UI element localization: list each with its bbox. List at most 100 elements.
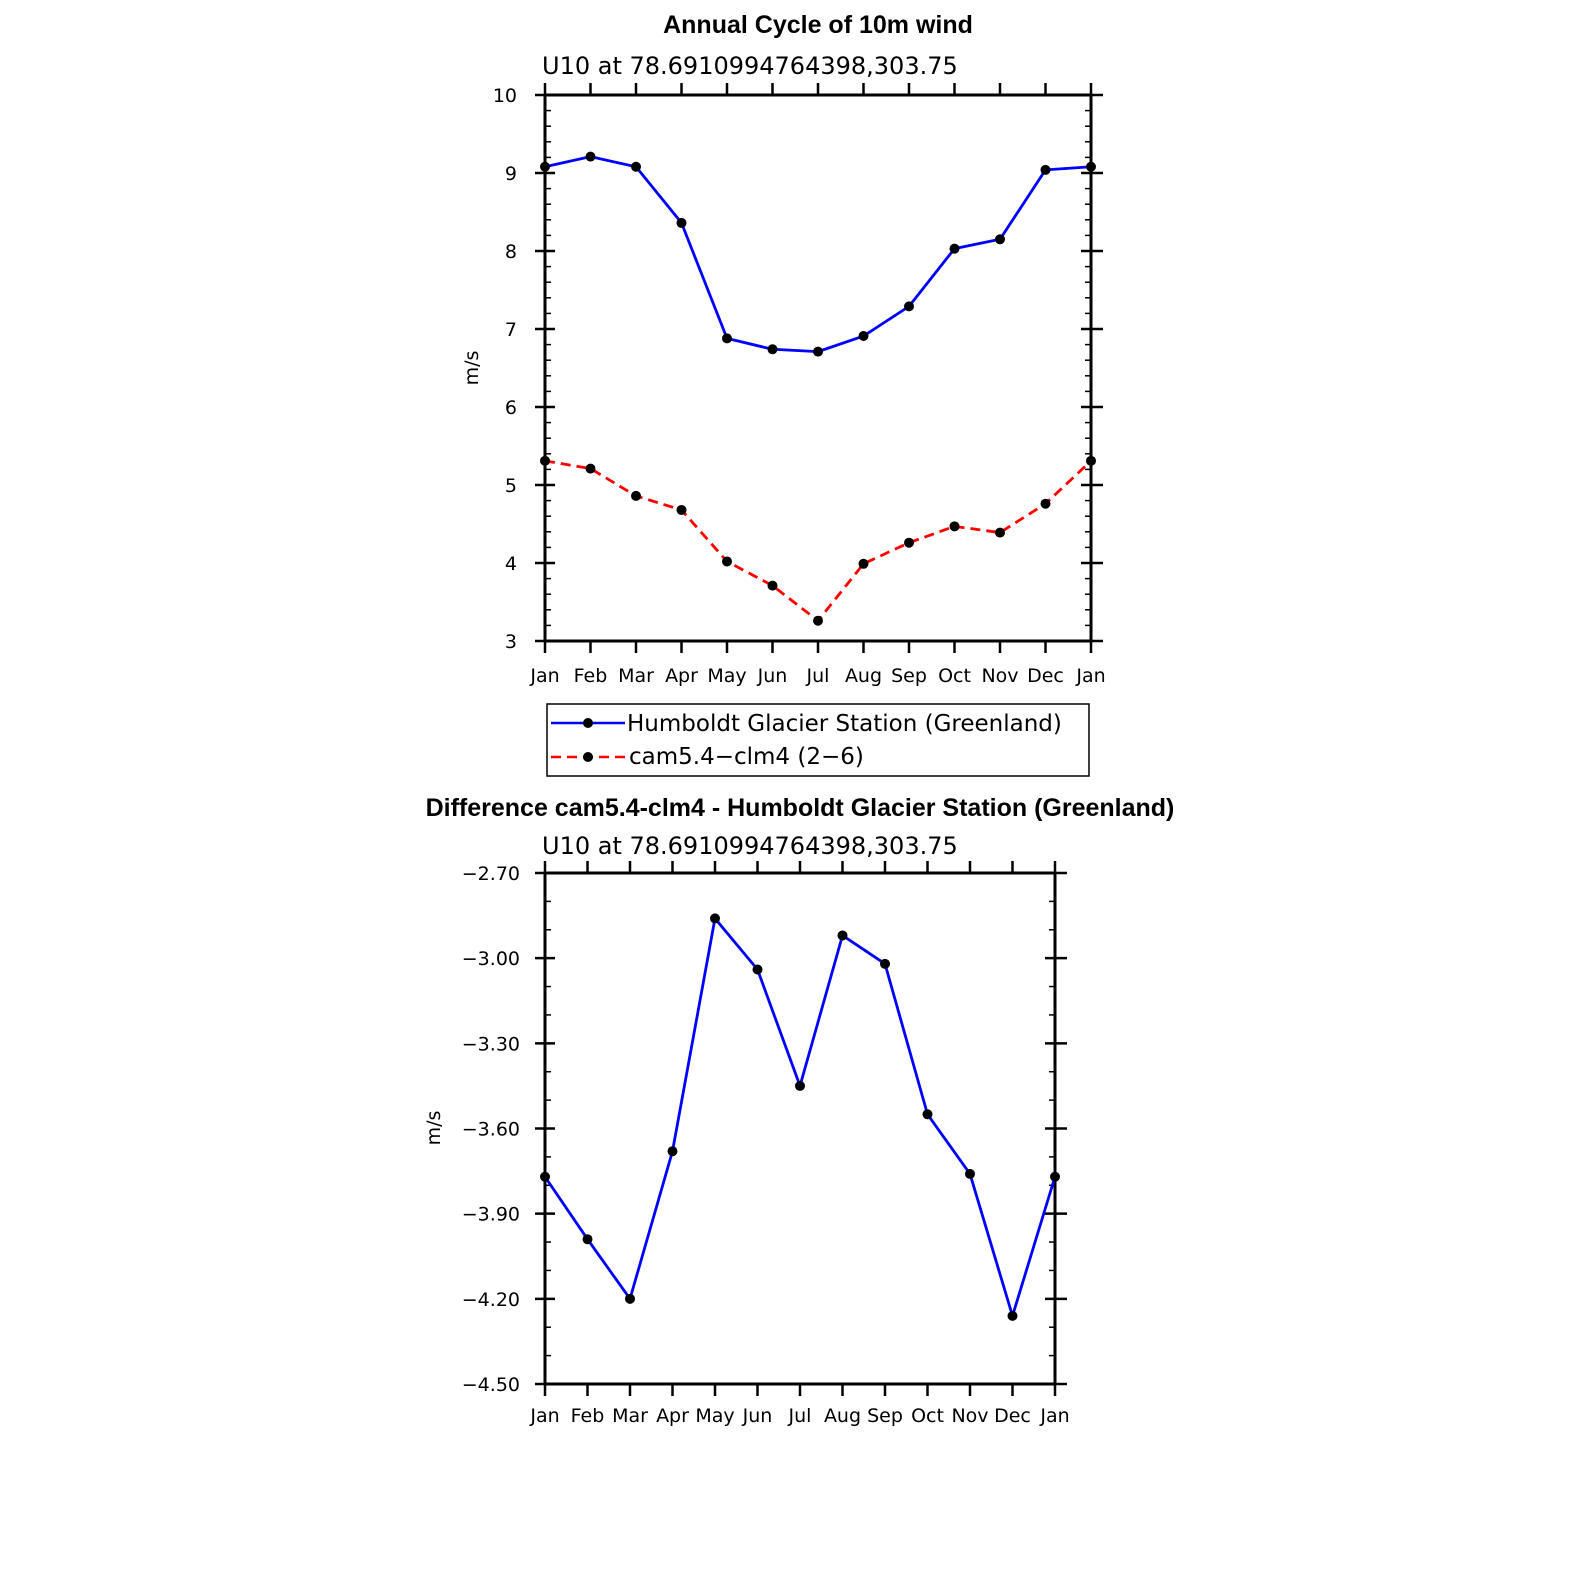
chart1-legend: Humboldt Glacier Station (Greenland) cam… xyxy=(546,703,1090,777)
chart2-series xyxy=(540,913,1060,1321)
legend-label-model: cam5.4−clm4 (2−6) xyxy=(629,744,864,770)
chart1-ytick-label: 9 xyxy=(505,163,517,185)
chart2-series-0-point xyxy=(582,1234,593,1245)
chart2-xtick-label: Aug xyxy=(824,1405,861,1427)
chart2-xtick-label: Feb xyxy=(571,1405,605,1427)
chart2-ytick-label: −3.60 xyxy=(462,1119,520,1141)
chart2-xtick-label: Sep xyxy=(867,1405,903,1427)
chart1-series-line-1 xyxy=(544,459,1092,623)
chart1-xtick-label: Jan xyxy=(529,665,559,687)
chart2-series-0-point xyxy=(837,930,848,941)
chart2-subtitle: U10 at 78.6910994764398,303.75 xyxy=(542,832,958,860)
chart1-xtick-label: Jun xyxy=(757,665,788,687)
annual-cycle-chart: Annual Cycle of 10m wind U10 at 78.69109… xyxy=(461,11,1106,777)
chart2-ytick-label: −3.30 xyxy=(462,1033,520,1055)
chart2-series-0-point xyxy=(795,1080,805,1091)
chart1-xtick-label: Sep xyxy=(891,665,927,687)
chart2-xtick-label: Jun xyxy=(742,1405,773,1427)
chart1-series-0-point xyxy=(676,217,687,228)
chart1-series-0-point xyxy=(722,333,732,344)
chart1-series-1-point xyxy=(1040,498,1051,509)
chart2-title: Difference cam5.4-clm4 - Humboldt Glacie… xyxy=(426,794,1175,822)
chart1-ytick-label: 6 xyxy=(505,397,517,419)
chart1-series xyxy=(540,151,1096,626)
chart2-ytick-label: −4.50 xyxy=(462,1374,520,1396)
chart2-xtick-label: Oct xyxy=(911,1405,944,1427)
chart1-series-1-point xyxy=(767,580,778,591)
chart2-series-0-point xyxy=(1007,1310,1018,1321)
chart2-xtick-label: May xyxy=(695,1405,734,1427)
chart1-ytick-label: 5 xyxy=(505,475,517,497)
chart2-series-0-point xyxy=(1050,1171,1060,1182)
legend-frame xyxy=(546,703,1090,777)
chart1-xtick-label: Nov xyxy=(981,665,1018,687)
chart1-series-0-point xyxy=(1086,161,1096,172)
chart2-ytick-label: −2.70 xyxy=(462,863,520,885)
chart2-xtick-label: Nov xyxy=(951,1405,988,1427)
chart2-series-0-point xyxy=(710,913,720,924)
chart1-ytick-label: 3 xyxy=(505,631,517,653)
legend-marker-station xyxy=(583,718,593,728)
chart1-series-0-point xyxy=(949,243,960,254)
chart1-subtitle: U10 at 78.6910994764398,303.75 xyxy=(542,52,958,80)
chart1-xtick-label: Apr xyxy=(665,665,698,687)
chart2-xtick-label: Dec xyxy=(994,1405,1031,1427)
chart1-ylabel: m/s xyxy=(461,351,483,386)
chart1-xtick-label: Mar xyxy=(618,665,654,687)
chart1-series-1-point xyxy=(540,455,550,466)
chart1-xtick-label: Feb xyxy=(574,665,608,687)
legend-marker-model xyxy=(583,752,593,762)
chart1-series-1-point xyxy=(676,504,687,515)
chart1-xtick-label: Oct xyxy=(938,665,971,687)
chart2-series-0-point xyxy=(625,1293,635,1304)
chart2-series-0-point xyxy=(922,1109,933,1120)
chart1-xtick-label: Jul xyxy=(806,665,830,687)
chart1-series-0-point xyxy=(540,161,550,172)
chart1-series-0-point xyxy=(585,151,596,162)
legend-label-station: Humboldt Glacier Station (Greenland) xyxy=(627,711,1062,737)
chart1-series-line-0 xyxy=(544,155,1092,354)
chart1-series-0-point xyxy=(858,331,869,342)
chart2-ylabel: m/s xyxy=(423,1111,445,1146)
chart1-series-0-point xyxy=(1040,164,1051,175)
difference-chart: Difference cam5.4-clm4 - Humboldt Glacie… xyxy=(423,794,1174,1427)
chart1-series-1-point xyxy=(585,463,596,474)
chart1-series-0-point xyxy=(813,346,823,357)
chart2-series-0-point xyxy=(965,1168,975,1179)
chart1-series-1-point xyxy=(631,490,641,501)
chart1-xtick-label: May xyxy=(707,665,746,687)
chart2-series-0-point xyxy=(540,1171,550,1182)
chart2-series-0-point xyxy=(667,1146,678,1157)
chart1-series-1-point xyxy=(722,556,732,567)
chart1-series-0-point xyxy=(767,344,778,355)
chart2-xtick-label: Mar xyxy=(612,1405,648,1427)
chart2-xtick-label: Jul xyxy=(788,1405,812,1427)
chart1-ticks: Jan Feb Mar Apr May Jun Jul Aug Sep Oct Nov Dec Jan 3… xyxy=(493,83,1106,687)
chart1-ytick-label: 7 xyxy=(505,319,517,341)
chart1-xtick-label: Dec xyxy=(1027,665,1064,687)
chart2-series-0-point xyxy=(752,964,763,975)
chart1-series-1-point xyxy=(858,558,869,569)
chart2-series-line-0 xyxy=(543,917,1057,1318)
chart2-xtick-label: Jan xyxy=(1039,1405,1069,1427)
chart1-ytick-label: 8 xyxy=(505,241,517,263)
chart1-title: Annual Cycle of 10m wind xyxy=(663,11,973,39)
chart1-series-1-point xyxy=(995,527,1005,538)
chart2-xtick-label: Apr xyxy=(656,1405,689,1427)
chart2-ytick-label: −4.20 xyxy=(462,1289,520,1311)
chart2-plot-frame xyxy=(543,871,1057,1386)
chart1-series-0-point xyxy=(904,301,914,312)
chart2-xtick-label: Jan xyxy=(529,1405,559,1427)
chart2-ticks: Jan Feb Mar Apr May Jun Jul Aug Sep Oct Nov Dec Jan−… xyxy=(462,861,1070,1427)
chart1-series-0-point xyxy=(631,161,641,172)
chart1-series-1-point xyxy=(949,521,960,532)
chart2-series-0-point xyxy=(880,958,890,969)
chart1-series-1-point xyxy=(1086,455,1096,466)
chart1-xtick-label: Aug xyxy=(845,665,882,687)
chart1-series-1-point xyxy=(813,615,823,626)
chart1-xtick-label: Jan xyxy=(1075,665,1105,687)
chart1-series-0-point xyxy=(995,234,1005,245)
chart1-series-1-point xyxy=(904,537,914,548)
chart1-ytick-label: 10 xyxy=(493,85,517,107)
